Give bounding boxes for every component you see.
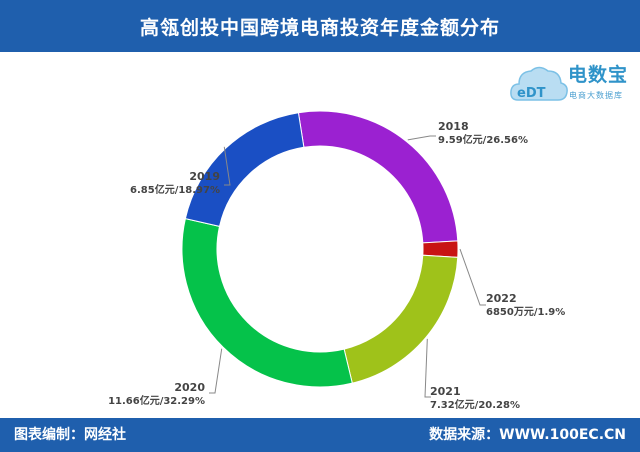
slice-label-year-2020: 2020 <box>174 381 205 394</box>
slice-label-year-2022: 2022 <box>486 292 517 305</box>
leader-line-2021 <box>424 338 431 398</box>
slice-2019 <box>184 112 305 227</box>
leader-line-2020 <box>209 348 223 394</box>
chart-title: 高瓴创投中国跨境电商投资年度金额分布 <box>139 16 500 39</box>
logo: eDT 电数宝 电商大数据库 <box>508 60 636 110</box>
slice-2020 <box>181 218 353 388</box>
slice-label-year-2018: 2018 <box>438 120 469 133</box>
logo-mark-text: eDT <box>517 86 546 101</box>
footer-source: 数据来源：WWW.100EC.CN <box>429 427 626 443</box>
slice-2018 <box>297 110 459 244</box>
slice-label-value-2020: 11.66亿元/32.29% <box>108 394 205 407</box>
leader-line-2018 <box>407 135 436 141</box>
slice-label-value-2019: 6.85亿元/18.97% <box>130 183 220 196</box>
slice-label-year-2019: 2019 <box>189 170 220 183</box>
slice-label-value-2018: 9.59亿元/26.56% <box>438 133 528 146</box>
cloud-logo-icon: eDT <box>510 66 568 101</box>
slice-2022 <box>422 240 459 258</box>
footer-credit: 图表编制：网经社 <box>14 427 126 443</box>
logo-name: 电数宝 <box>568 64 629 86</box>
footer-bar: 图表编制：网经社 数据来源：WWW.100EC.CN <box>0 418 640 452</box>
logo-subtitle: 电商大数据库 <box>569 91 623 100</box>
leader-line-2019 <box>223 146 231 186</box>
slice-label-year-2021: 2021 <box>430 385 461 398</box>
slice-label-value-2021: 7.32亿元/20.28% <box>430 398 520 411</box>
leader-line-2022 <box>459 248 486 306</box>
slice-label-value-2022: 6850万元/1.9% <box>486 306 565 318</box>
chart-area: 2018 9.59亿元/26.56% 2022 6850万元/1.9% 2021 7.32… <box>0 52 640 418</box>
slice-2021 <box>343 254 459 384</box>
title-bar: 高瓴创投中国跨境电商投资年度金额分布 <box>0 0 640 52</box>
